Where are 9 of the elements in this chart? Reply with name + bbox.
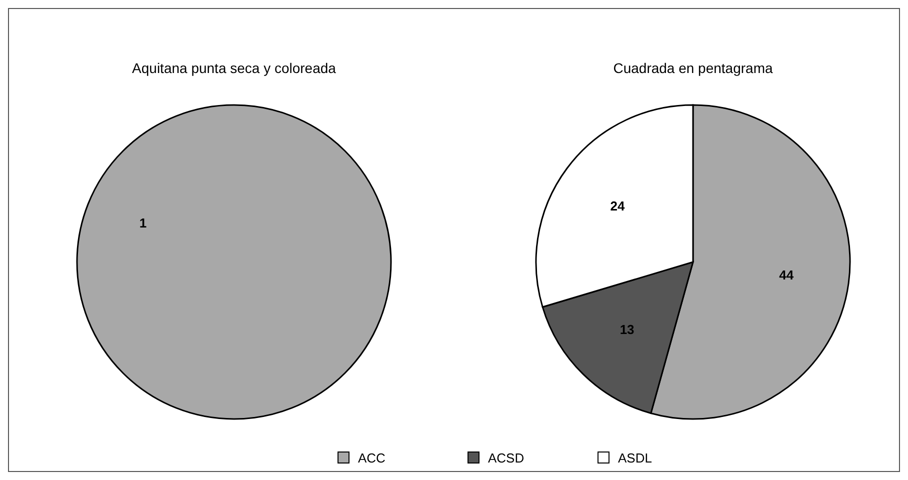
chart-title: Cuadrada en pentagrama xyxy=(613,60,773,76)
data-label: 13 xyxy=(620,322,634,337)
legend-label: ASDL xyxy=(618,450,652,466)
chart-title: Aquitana punta seca y coloreada xyxy=(132,60,336,76)
data-label: 24 xyxy=(610,198,626,214)
legend-label: ACC xyxy=(358,450,386,466)
data-label: 44 xyxy=(779,267,794,282)
data-label: 1 xyxy=(139,215,147,230)
legend-label: ACSD xyxy=(488,450,524,466)
